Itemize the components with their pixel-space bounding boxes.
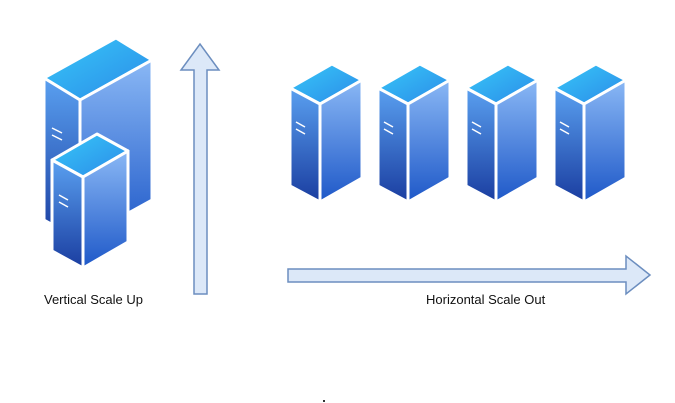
- server-icon: [288, 62, 364, 204]
- vertical-arrow: [179, 42, 221, 295]
- scale-out-servers: [288, 62, 628, 204]
- vertical-scale-label: Vertical Scale Up: [44, 292, 143, 307]
- small-server-icon: [50, 132, 130, 270]
- stray-dot: [323, 400, 325, 402]
- horizontal-scale-label: Horizontal Scale Out: [426, 292, 546, 307]
- server-icon: [552, 62, 628, 204]
- server-icon: [376, 62, 452, 204]
- horizontal-arrow: [287, 254, 652, 296]
- server-icon: [464, 62, 540, 204]
